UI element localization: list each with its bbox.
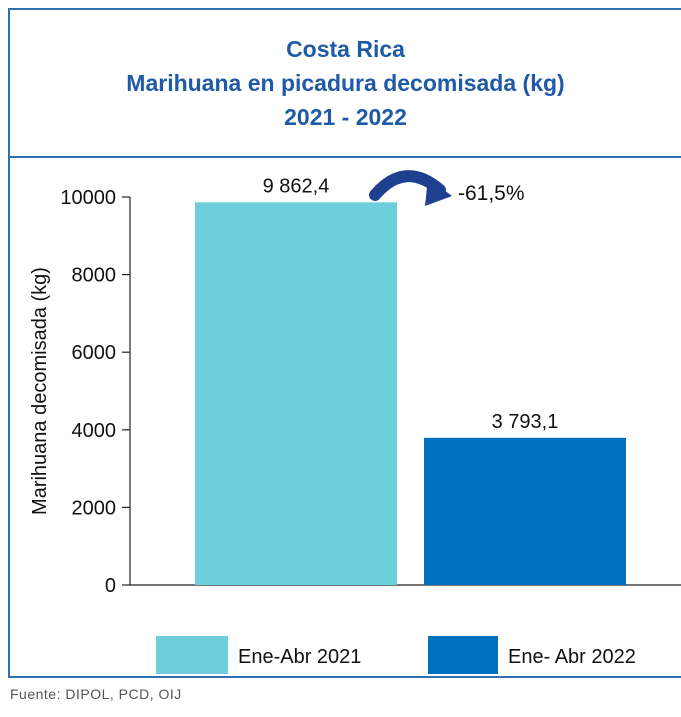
bar-value-label-2: 3 793,1: [492, 411, 559, 433]
title-years: 2021 - 2022: [284, 104, 407, 130]
y-tick-label: 2000: [72, 497, 117, 519]
decrease-arrowhead-icon: [425, 178, 452, 206]
title-country: Costa Rica: [286, 36, 405, 62]
legend-label-2: Ene- Abr 2022: [508, 646, 636, 668]
legend-swatch-2: [428, 636, 498, 674]
y-tick-label: 6000: [72, 342, 117, 364]
title-main: Marihuana en picadura decomisada (kg): [126, 70, 565, 96]
source-note: Fuente: DIPOL, PCD, OIJ: [10, 686, 182, 702]
title-box: Costa Rica Marihuana en picadura decomis…: [10, 10, 681, 158]
y-tick-label: 10000: [60, 187, 116, 209]
y-tick-label: 8000: [72, 265, 117, 287]
chart-frame: Costa Rica Marihuana en picadura decomis…: [8, 8, 681, 678]
y-tick-label: 0: [105, 575, 116, 597]
legend-label-1: Ene-Abr 2021: [238, 646, 361, 668]
bar-value-label-1: 9 862,4: [263, 175, 330, 197]
y-tick-label: 4000: [72, 420, 117, 442]
legend-swatch-1: [156, 636, 228, 674]
y-axis-title: Marihuana decomisada (kg): [29, 267, 51, 515]
plot-area: 0 2000 4000 6000 8000 10000 Marihuana decomisa…: [29, 175, 681, 674]
bar-1: [195, 202, 397, 586]
change-label: -61,5%: [458, 182, 525, 205]
bar-2: [424, 437, 626, 585]
